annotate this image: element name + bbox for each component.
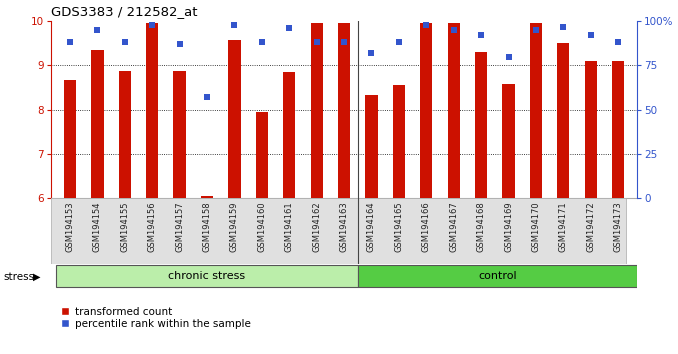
Text: GSM194157: GSM194157: [175, 201, 184, 252]
Text: GSM194169: GSM194169: [504, 201, 513, 252]
Point: [503, 54, 514, 59]
Point: [558, 24, 569, 29]
Text: GSM194173: GSM194173: [614, 201, 622, 252]
Point: [64, 40, 75, 45]
Text: GSM194161: GSM194161: [285, 201, 294, 252]
Bar: [338, 23, 351, 198]
Text: GSM194162: GSM194162: [312, 201, 321, 252]
Point: [256, 40, 267, 45]
Text: GSM194165: GSM194165: [395, 201, 403, 252]
Bar: [584, 61, 597, 198]
Point: [147, 22, 158, 28]
Point: [448, 27, 459, 33]
Point: [339, 40, 350, 45]
Point: [92, 27, 103, 33]
Bar: [228, 40, 241, 198]
Point: [613, 40, 624, 45]
Point: [119, 40, 130, 45]
Text: GSM194158: GSM194158: [203, 201, 212, 252]
Text: GSM194171: GSM194171: [559, 201, 568, 252]
Text: GSM194155: GSM194155: [120, 201, 129, 252]
Bar: [64, 80, 76, 198]
Point: [174, 41, 185, 47]
FancyBboxPatch shape: [51, 198, 626, 264]
Text: stress: stress: [3, 272, 35, 282]
Point: [229, 22, 240, 28]
FancyBboxPatch shape: [56, 265, 358, 287]
Bar: [612, 61, 624, 198]
Bar: [530, 23, 542, 198]
Text: GSM194168: GSM194168: [477, 201, 485, 252]
Point: [393, 40, 404, 45]
Text: chronic stress: chronic stress: [169, 270, 245, 281]
Point: [585, 33, 596, 38]
Bar: [119, 71, 131, 198]
Text: control: control: [478, 270, 517, 281]
FancyBboxPatch shape: [358, 265, 637, 287]
Text: GSM194160: GSM194160: [258, 201, 266, 252]
Text: GSM194167: GSM194167: [450, 201, 458, 252]
Point: [476, 33, 487, 38]
Text: GSM194159: GSM194159: [230, 201, 239, 252]
Text: ▶: ▶: [33, 272, 40, 282]
Text: GDS3383 / 212582_at: GDS3383 / 212582_at: [51, 5, 197, 18]
Point: [366, 50, 377, 56]
Text: GSM194166: GSM194166: [422, 201, 431, 252]
Bar: [201, 196, 213, 198]
Bar: [447, 23, 460, 198]
Bar: [146, 23, 159, 198]
Text: GSM194163: GSM194163: [340, 201, 348, 252]
Bar: [311, 23, 323, 198]
Bar: [557, 44, 570, 198]
Text: GSM194172: GSM194172: [586, 201, 595, 252]
Point: [284, 25, 295, 31]
Point: [421, 22, 432, 28]
Bar: [256, 112, 268, 198]
Legend: transformed count, percentile rank within the sample: transformed count, percentile rank withi…: [56, 303, 255, 333]
Text: GSM194153: GSM194153: [66, 201, 75, 252]
Bar: [92, 50, 104, 198]
Text: GSM194170: GSM194170: [532, 201, 540, 252]
Bar: [502, 84, 515, 198]
Bar: [420, 23, 433, 198]
Bar: [365, 95, 378, 198]
Bar: [174, 71, 186, 198]
Bar: [393, 85, 405, 198]
Text: GSM194164: GSM194164: [367, 201, 376, 252]
Point: [530, 27, 541, 33]
Bar: [283, 72, 296, 198]
Point: [311, 40, 322, 45]
Text: GSM194154: GSM194154: [93, 201, 102, 252]
Text: GSM194156: GSM194156: [148, 201, 157, 252]
Point: [201, 95, 212, 100]
Bar: [475, 52, 487, 198]
